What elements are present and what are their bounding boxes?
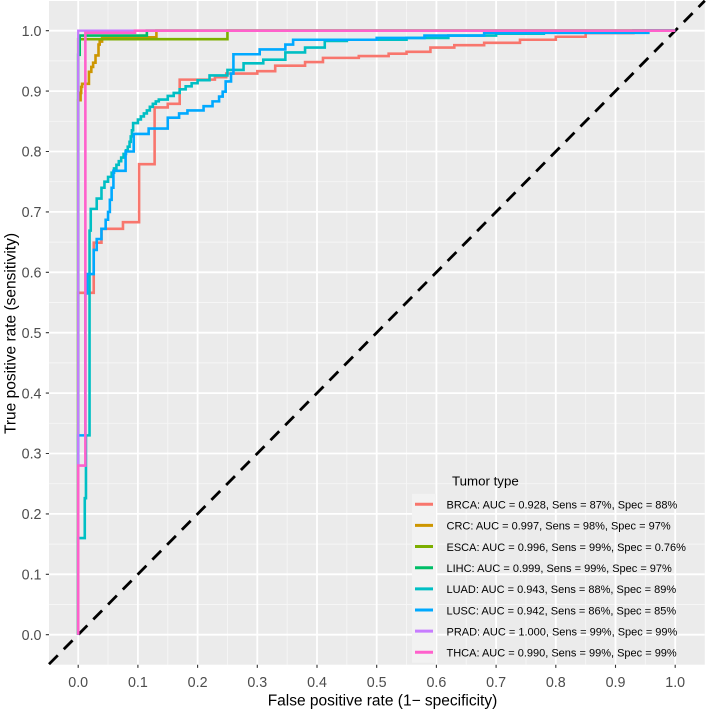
svg-text:0.0: 0.0 <box>68 675 88 691</box>
svg-text:0.4: 0.4 <box>22 386 42 402</box>
svg-text:1.0: 1.0 <box>665 675 685 691</box>
svg-text:0.8: 0.8 <box>546 675 566 691</box>
svg-text:0.7: 0.7 <box>486 675 506 691</box>
svg-text:BRCA: AUC = 0.928, Sens = 87%,: BRCA: AUC = 0.928, Sens = 87%, Spec = 88… <box>447 500 678 512</box>
svg-text:0.3: 0.3 <box>247 675 267 691</box>
svg-text:True positive rate (sensitivit: True positive rate (sensitivity) <box>3 233 20 434</box>
svg-text:0.0: 0.0 <box>22 628 42 644</box>
svg-text:0.8: 0.8 <box>22 145 42 161</box>
svg-text:0.6: 0.6 <box>22 266 42 282</box>
svg-text:0.2: 0.2 <box>22 507 42 523</box>
svg-text:False positive rate (1− specif: False positive rate (1− specificity) <box>268 693 498 710</box>
svg-text:0.5: 0.5 <box>367 675 387 691</box>
svg-text:Tumor type: Tumor type <box>452 474 519 489</box>
svg-text:ESCA: AUC = 0.996, Sens = 99%,: ESCA: AUC = 0.996, Sens = 99%, Spec = 0.… <box>447 542 687 554</box>
svg-text:0.5: 0.5 <box>22 326 42 342</box>
svg-text:0.6: 0.6 <box>426 675 446 691</box>
svg-text:0.1: 0.1 <box>128 675 148 691</box>
svg-text:LIHC: AUC = 0.999, Sens = 99%,: LIHC: AUC = 0.999, Sens = 99%, Spec = 97… <box>447 563 673 575</box>
svg-text:0.7: 0.7 <box>22 205 42 221</box>
svg-text:0.9: 0.9 <box>22 84 42 100</box>
svg-text:0.1: 0.1 <box>22 568 42 584</box>
svg-text:0.4: 0.4 <box>307 675 327 691</box>
svg-text:0.3: 0.3 <box>22 447 42 463</box>
svg-text:LUSC: AUC = 0.942, Sens = 86%,: LUSC: AUC = 0.942, Sens = 86%, Spec = 85… <box>447 605 677 617</box>
svg-text:0.9: 0.9 <box>606 675 626 691</box>
svg-text:CRC: AUC = 0.997, Sens = 98%,: CRC: AUC = 0.997, Sens = 98%, Spec = 97% <box>447 521 671 533</box>
svg-text:LUAD: AUC = 0.943, Sens = 88%,: LUAD: AUC = 0.943, Sens = 88%, Spec = 89… <box>447 584 677 596</box>
svg-text:1.0: 1.0 <box>22 24 42 40</box>
svg-text:THCA: AUC = 0.990, Sens = 99%,: THCA: AUC = 0.990, Sens = 99%, Spec = 99… <box>447 648 677 660</box>
svg-text:PRAD: AUC = 1.000, Sens = 99%,: PRAD: AUC = 1.000, Sens = 99%, Spec = 99… <box>447 626 678 638</box>
svg-text:0.2: 0.2 <box>188 675 208 691</box>
